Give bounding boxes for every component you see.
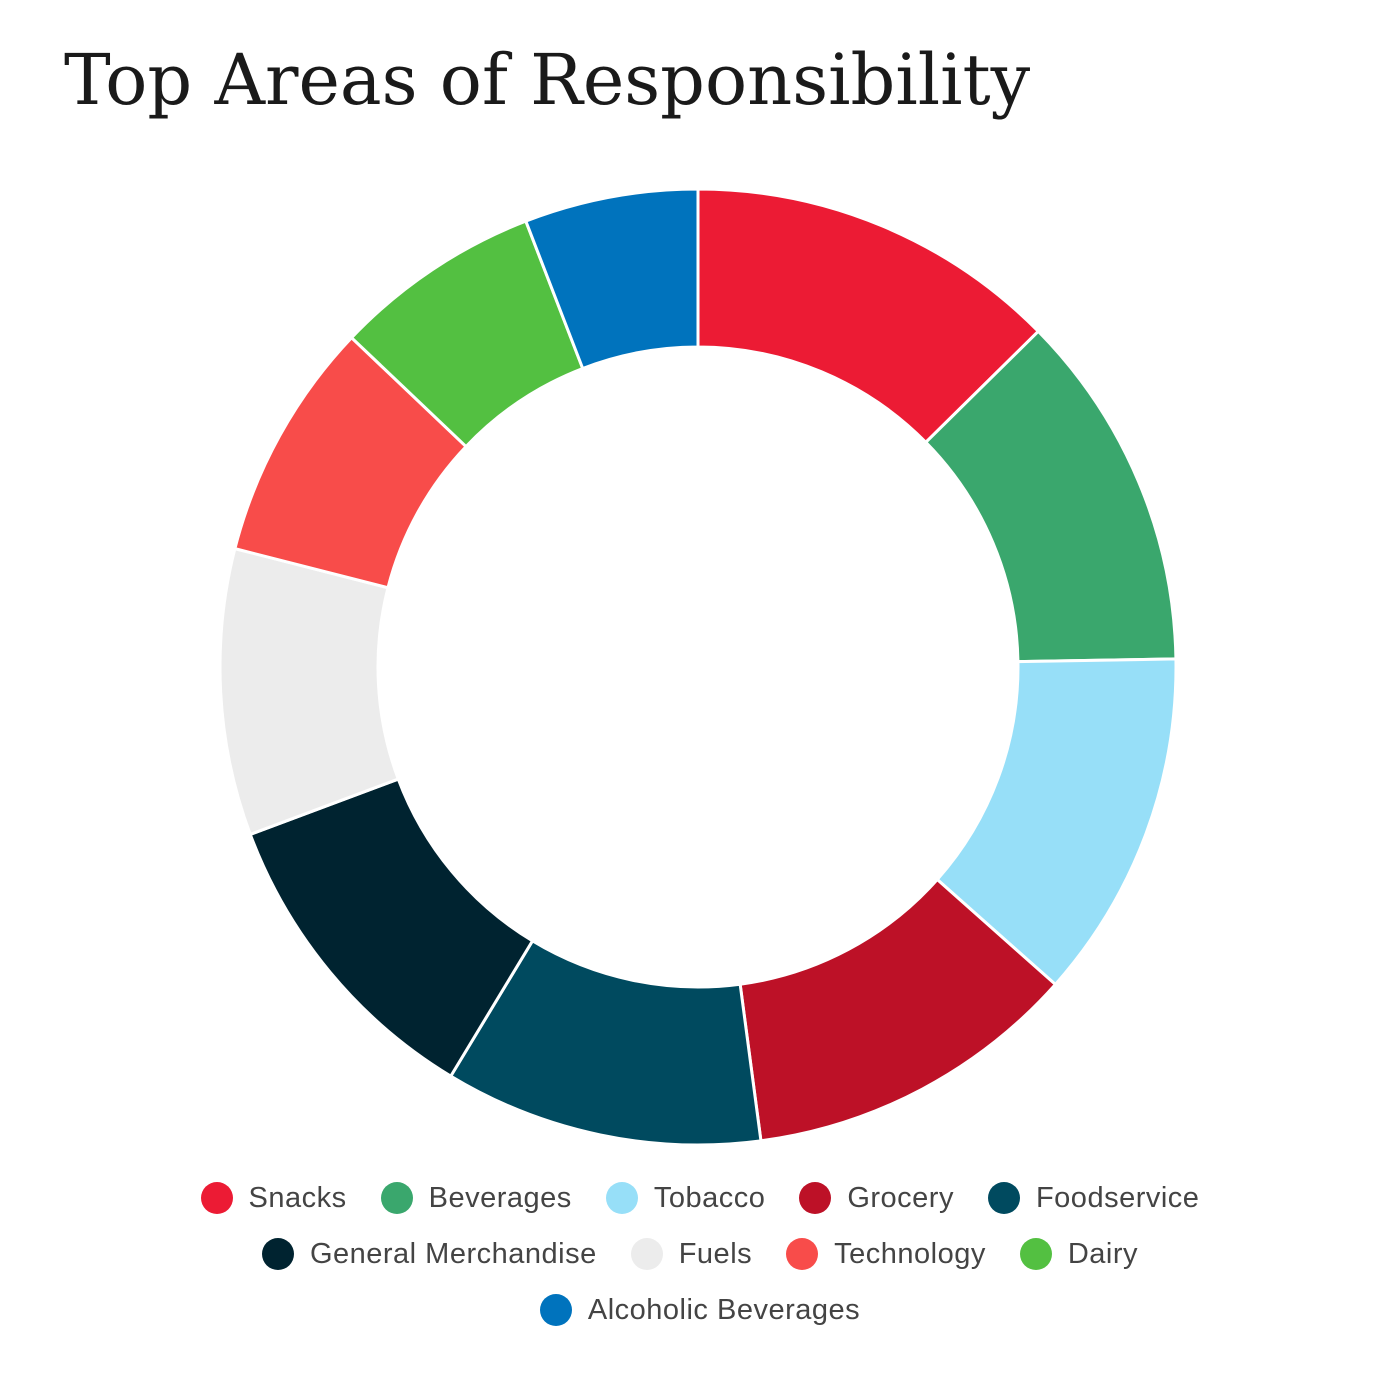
legend-label: Dairy [1067, 1237, 1139, 1270]
legend-label: Foodservice [1035, 1181, 1200, 1214]
legend-label: Grocery [847, 1181, 954, 1214]
legend-item-technology[interactable]: Technology [786, 1236, 986, 1272]
legend-label: Technology [834, 1237, 986, 1270]
legend-label: Alcoholic Beverages [587, 1293, 861, 1326]
legend-swatch [987, 1182, 1020, 1214]
legend-swatch [786, 1238, 819, 1270]
legend-item-alcoholic-beverages[interactable]: Alcoholic Beverages [539, 1292, 861, 1328]
legend-swatch [200, 1182, 233, 1214]
legend-label: Tobacco [653, 1181, 766, 1214]
legend-swatch [630, 1238, 663, 1270]
legend-item-general-merchandise[interactable]: General Merchandise [261, 1236, 597, 1272]
legend-swatch [380, 1182, 413, 1214]
legend-swatch [539, 1294, 572, 1326]
legend-item-tobacco[interactable]: Tobacco [605, 1180, 766, 1216]
legend-item-beverages[interactable]: Beverages [380, 1180, 572, 1216]
chart-legend: Snacks Beverages Tobacco Grocery Foodservice… [100, 1180, 1300, 1328]
legend-swatch [261, 1238, 294, 1270]
legend-label: General Merchandise [309, 1237, 597, 1270]
slice-alcoholic-beverages[interactable] [523, 187, 700, 371]
legend-label: Beverages [428, 1181, 572, 1214]
legend-row: Alcoholic Beverages [100, 1292, 1300, 1328]
chart-title: Top Areas of Responsibility [64, 39, 1031, 121]
legend-item-dairy[interactable]: Dairy [1019, 1236, 1139, 1272]
legend-label: Snacks [248, 1181, 347, 1214]
legend-item-grocery[interactable]: Grocery [799, 1180, 954, 1216]
legend-item-foodservice[interactable]: Foodservice [987, 1180, 1200, 1216]
legend-item-snacks[interactable]: Snacks [200, 1180, 347, 1216]
legend-swatch [799, 1182, 832, 1214]
legend-row: General Merchandise Fuels Technology Dairy [100, 1236, 1300, 1272]
legend-item-fuels[interactable]: Fuels [630, 1236, 753, 1272]
legend-swatch [1019, 1238, 1052, 1270]
legend-swatch [605, 1182, 638, 1214]
donut-slices [218, 187, 1178, 1147]
legend-label: Fuels [678, 1237, 753, 1270]
legend-row: Snacks Beverages Tobacco Grocery Foodservice [100, 1180, 1300, 1216]
